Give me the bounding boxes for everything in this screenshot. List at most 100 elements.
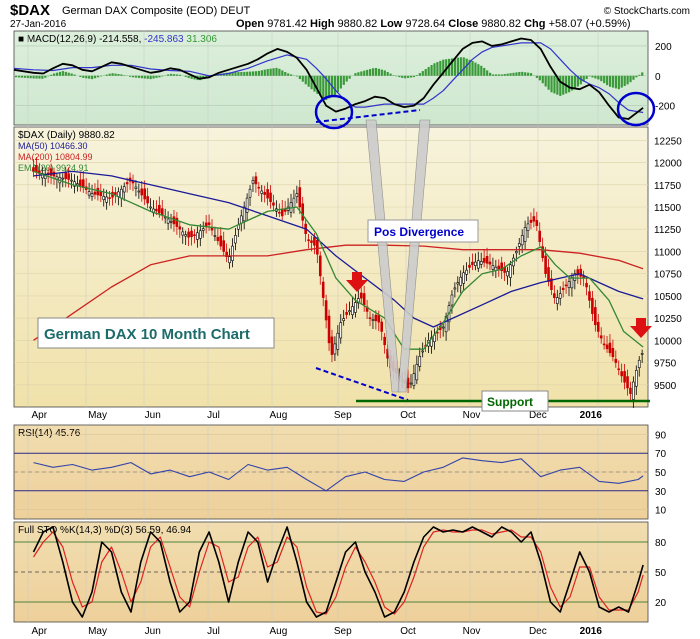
price-candle-body [573, 273, 577, 281]
macd-panel: ■ MACD(12,26,9) -214.558, -245.863 31.30… [13, 30, 675, 126]
price-candle-body [380, 321, 384, 332]
price-candle-body [640, 353, 644, 355]
price-candle-body [441, 326, 445, 329]
price-candle-body [553, 293, 556, 298]
macd-histogram-bar [228, 72, 231, 76]
price-candle-body [626, 376, 629, 389]
price-candle-body [175, 217, 179, 227]
price-candle-body [213, 235, 217, 237]
price-candle-body [301, 203, 305, 221]
macd-histogram-bar [433, 63, 436, 76]
price-candle-body [292, 197, 296, 208]
price-candle-body [594, 307, 597, 326]
price-candle-body [122, 186, 126, 193]
macd-histogram-bar [111, 73, 114, 76]
price-candle-body [479, 261, 483, 265]
macd-histogram-bar [559, 75, 562, 96]
price-candle-body [324, 300, 328, 321]
chart-title-box [37, 317, 275, 349]
price-candle-body [567, 281, 571, 288]
macd-histogram-bar [44, 75, 47, 78]
rsi-tick-label: 70 [655, 449, 667, 460]
price-candle-body [96, 187, 100, 196]
macd-histogram-bar [600, 75, 603, 82]
price-candle-body [602, 343, 606, 346]
price-candle-body [585, 282, 588, 288]
price-candle-body [611, 348, 615, 358]
macd-histogram-bar [161, 75, 164, 77]
price-candle-body [272, 202, 275, 206]
price-candle-body [99, 191, 103, 196]
price-candle-body [140, 188, 144, 196]
price-candle-body [588, 291, 591, 301]
macd-histogram-bar [617, 75, 620, 90]
stochastic-tick-label: 80 [655, 538, 667, 549]
ema20-legend: EMA(20) 9924.91 [18, 163, 89, 173]
macd-histogram-bar [281, 70, 284, 76]
price-candle-body [547, 267, 550, 282]
macd-histogram-bar [275, 67, 278, 76]
macd-histogram-bar [486, 70, 489, 76]
symbol-label: $DAX [10, 2, 50, 19]
price-candle-body [225, 251, 228, 258]
macd-histogram-bar [251, 71, 255, 76]
price-candle-body [114, 192, 117, 195]
price-candle-body [468, 264, 471, 268]
price-candle-body [137, 190, 141, 193]
macd-histogram-bar [316, 75, 319, 94]
price-candle-body [321, 281, 325, 298]
macd-histogram-bar [325, 75, 328, 100]
macd-histogram-bar [386, 72, 389, 76]
macd-histogram-bar [263, 69, 266, 76]
price-candle-body [169, 220, 173, 223]
price-candle-body [412, 373, 416, 386]
price-candle-body [614, 358, 618, 363]
macd-histogram-bar [407, 75, 410, 78]
price-candle-body [87, 191, 91, 196]
price-candle-body [93, 191, 97, 195]
callout-pointer [397, 119, 431, 393]
price-candle-body [207, 222, 211, 226]
macd-histogram-bar [336, 75, 340, 93]
macd-histogram-bar [445, 59, 448, 76]
annotations: Pos Divergence German DAX 10 Month Chart… [37, 91, 656, 412]
stochastic-panel: Full STO %K(14,3) %D(3) 56.59, 46.94 80 5… [13, 521, 667, 623]
price-candle-body [471, 261, 474, 266]
macd-histogram-bar [442, 59, 445, 76]
macd-histogram-bar [257, 70, 261, 76]
macd-histogram-bar [117, 74, 120, 76]
price-x-tick-label: 2016 [580, 410, 603, 421]
macd-histogram-bar [47, 75, 50, 77]
price-candle-body [339, 322, 343, 339]
macd-histogram-bar [374, 67, 378, 76]
macd-histogram-bar [17, 75, 21, 78]
macd-histogram-bar [269, 68, 272, 76]
macd-histogram-bar [237, 72, 240, 76]
macd-histogram-bar [424, 69, 427, 76]
price-tick-label: 11250 [654, 225, 682, 236]
price-candle-body [222, 240, 226, 252]
sell-arrow-icon [346, 272, 368, 292]
macd-histogram-bar [439, 60, 442, 76]
macd-histogram-bar [137, 75, 141, 78]
price-candle-body [374, 314, 378, 322]
price-candle-body [421, 350, 424, 353]
price-candle-body [134, 186, 138, 189]
macd-histogram-bar [123, 75, 126, 76]
macd-histogram-bar [570, 75, 574, 91]
price-candle-body [143, 188, 147, 200]
macd-histogram-bar [254, 71, 258, 76]
price-candle-body [599, 335, 603, 339]
price-legend-title: $DAX (Daily) 9880.82 [18, 130, 115, 141]
macd-histogram-bar [509, 73, 512, 76]
macd-histogram-bar [67, 72, 70, 76]
price-candle-body [242, 206, 246, 222]
macd-histogram-bar [383, 70, 386, 76]
stochastic-k-line [32, 526, 644, 618]
price-candle-body [32, 167, 35, 172]
price-candle-body [158, 204, 161, 214]
price-divergence-line [315, 367, 409, 401]
macd-histogram-bar [298, 75, 301, 80]
price-candle-body [497, 265, 501, 270]
macd-histogram-bar [588, 75, 591, 77]
